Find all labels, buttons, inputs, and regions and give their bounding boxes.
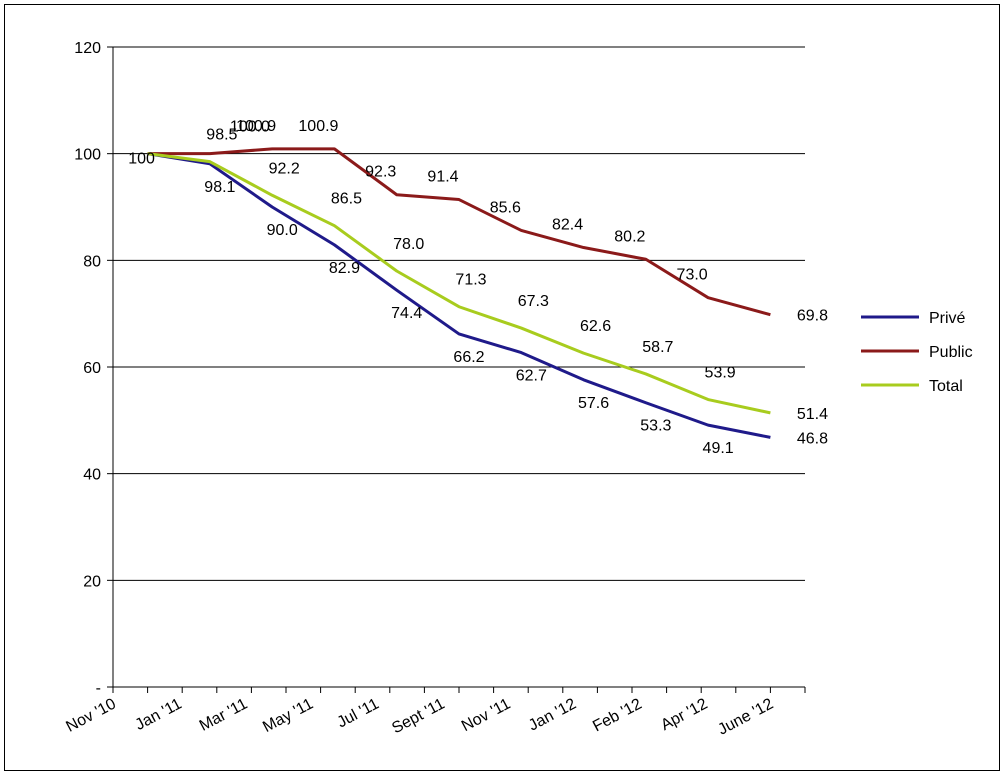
x-tick-label: Sept '11 (389, 695, 447, 737)
data-label-priv: 53.3 (640, 418, 671, 435)
axes: - 20 40 60 80 100 120 Nov '10 Jan '11 Mar '11 May … (63, 40, 806, 739)
data-label-public: 100.9 (236, 118, 276, 135)
x-tick-label: May '11 (260, 695, 316, 736)
legend-label-public: Public (929, 344, 973, 361)
x-tick-label: Jan '11 (133, 695, 185, 733)
y-tick-label: - (96, 680, 101, 697)
data-label-priv: 82.9 (329, 260, 360, 277)
data-label-priv: 66.2 (453, 349, 484, 366)
line-chart: - 20 40 60 80 100 120 Nov '10 Jan '11 Mar '11 May … (63, 40, 973, 739)
data-label-priv: 46.8 (797, 430, 828, 447)
data-label-priv: 98.1 (204, 179, 235, 196)
x-tick-label: Feb '12 (590, 695, 645, 735)
data-label-total: 67.3 (518, 293, 549, 310)
data-label-public: 73.0 (677, 267, 708, 284)
series-line-total (147, 152, 771, 415)
chart-frame: - 20 40 60 80 100 120 Nov '10 Jan '11 Mar '11 May … (4, 4, 1000, 771)
data-label-total: 78.0 (393, 236, 424, 253)
data-label-public: 91.4 (427, 169, 458, 186)
data-label-total: 86.5 (331, 191, 362, 208)
data-label-priv: 62.7 (516, 368, 547, 385)
series-line-priv (147, 152, 771, 439)
x-tick-label: Nov '10 (63, 695, 119, 735)
data-label-public: 92.3 (365, 164, 396, 181)
x-tick-label: Jul '11 (335, 695, 382, 731)
y-tick-label: 60 (83, 360, 101, 377)
x-tick-label: Apr '12 (658, 695, 710, 734)
y-tick-label: 80 (83, 253, 101, 270)
legend-label-total: Total (929, 378, 963, 395)
data-label-public: 85.6 (490, 199, 521, 216)
x-tick-label: Mar '11 (197, 695, 251, 734)
y-tick-label: 40 (83, 467, 101, 484)
data-label-total: 62.6 (580, 318, 611, 335)
data-label-priv: 90.0 (267, 222, 298, 239)
data-label-total: 51.4 (797, 406, 828, 423)
legend-label-priv: Privé (929, 310, 966, 327)
data-label-priv: 57.6 (578, 395, 609, 412)
data-label-total: 53.9 (705, 365, 736, 382)
data-label-total: 58.7 (642, 339, 673, 356)
data-labels: 98.1 90.0 82.9 74.4 66.2 62.7 57.6 53.3 49.1 46.8… (128, 118, 828, 457)
y-tick-label: 20 (83, 573, 101, 590)
y-tick-label: 120 (74, 40, 101, 57)
data-label-priv: 49.1 (703, 440, 734, 457)
data-label-total: 98.5 (206, 127, 237, 144)
data-label-total: 92.2 (269, 160, 300, 177)
data-label-public: 82.4 (552, 217, 583, 234)
data-label-total: 100 (128, 151, 155, 168)
x-tick-label: June '12 (715, 695, 776, 738)
data-label-public: 100.0 (230, 119, 270, 136)
x-tick-label: Nov '11 (459, 695, 513, 735)
data-label-total: 71.3 (455, 272, 486, 289)
data-label-public: 80.2 (614, 228, 645, 245)
y-tick-label: 100 (74, 147, 101, 164)
data-label-priv: 74.4 (391, 305, 422, 322)
data-label-public: 100.9 (298, 118, 338, 135)
x-tick-label: Jan '12 (526, 695, 579, 734)
data-label-public: 69.8 (797, 308, 828, 325)
series-line-public (147, 147, 771, 317)
series-lines (147, 147, 771, 439)
legend: Privé Public Total (861, 310, 973, 395)
